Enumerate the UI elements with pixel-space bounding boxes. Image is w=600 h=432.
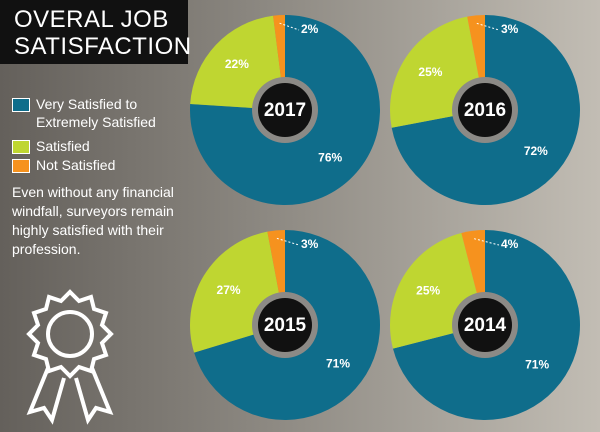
value-label: 3%	[301, 237, 319, 251]
donut-title: 2014	[464, 315, 507, 336]
hole	[458, 83, 512, 137]
value-label: 3%	[501, 22, 519, 36]
title: OVERAL JOB SATISFACTION	[0, 0, 191, 64]
value-label: 72%	[524, 144, 548, 158]
legend-label: Satisfied	[36, 138, 90, 154]
value-label: 76%	[318, 150, 342, 164]
value-label: 25%	[418, 65, 442, 79]
value-label: 4%	[501, 237, 519, 251]
legend-item: Very Satisfied to Extremely Satisfied	[12, 95, 196, 131]
value-label: 71%	[326, 356, 350, 370]
note: Even without any financial windfall, sur…	[12, 184, 174, 257]
donut-title: 2017	[264, 100, 306, 121]
value-label: 27%	[217, 283, 241, 297]
value-label: 25%	[416, 284, 440, 298]
legend-swatch	[12, 159, 30, 173]
award-icon	[26, 289, 114, 425]
donut-title: 2016	[464, 100, 506, 121]
legend-swatch	[12, 140, 30, 154]
value-label: 2%	[301, 22, 319, 36]
leader-line	[473, 238, 500, 246]
donut-title: 2015	[264, 315, 307, 336]
leader-line	[279, 22, 300, 31]
donut-slice	[190, 15, 285, 111]
legend-item: Not Satisfied	[12, 156, 196, 174]
hole	[258, 298, 312, 352]
legend-label: Not Satisfied	[36, 157, 116, 173]
legend-label: Very Satisfied to Extremely Satisfied	[36, 96, 156, 130]
legend-swatch	[12, 98, 30, 112]
value-label: 22%	[225, 57, 249, 71]
hole	[458, 298, 512, 352]
value-label: 71%	[525, 358, 549, 372]
hole	[258, 83, 312, 137]
legend-item: Satisfied	[12, 137, 196, 155]
